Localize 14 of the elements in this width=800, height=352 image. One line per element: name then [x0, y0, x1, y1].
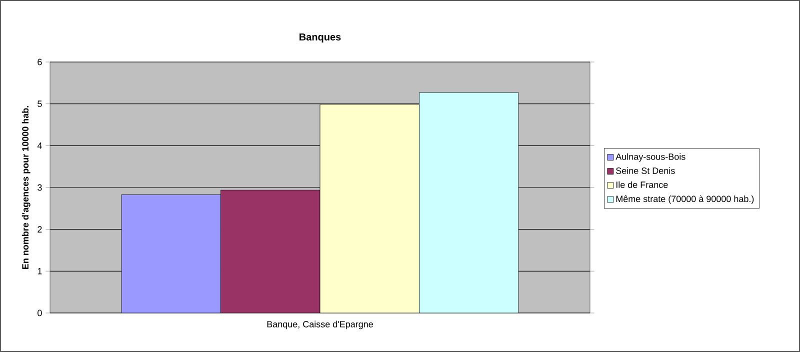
legend-label: Aulnay-sous-Bois [616, 153, 686, 162]
y-tick-label: 3 [38, 184, 42, 191]
y-tick-label: 1 [38, 268, 42, 274]
x-tick-label: Banque, Caisse d'Epargne [267, 320, 373, 330]
y-tick-label: 2 [38, 226, 42, 232]
y-tick-label: 0 [38, 310, 42, 316]
legend-label: Même strate (70000 à 90000 hab.) [616, 195, 754, 204]
chart-title: Banques [300, 34, 341, 42]
legend-label: Seine St Denis [616, 167, 675, 174]
y-tick-label: 6 [38, 58, 42, 66]
legend-label: Ile de France [616, 181, 668, 188]
y-tick-label: 4 [37, 142, 42, 149]
y-axis-title: En nombre d'agences pour 10000 hab. [22, 106, 30, 269]
y-tick-label: 5 [38, 100, 42, 107]
